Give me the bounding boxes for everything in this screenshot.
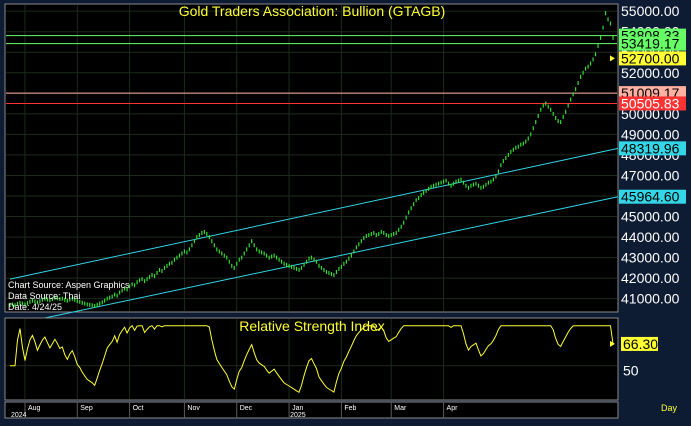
month-label: Dec <box>240 405 253 412</box>
channel-line <box>9 147 619 280</box>
month-label: Nov <box>187 405 200 412</box>
rsi-last-box <box>621 336 658 351</box>
price-series <box>9 11 614 308</box>
year-label: 2025 <box>290 412 306 419</box>
rsi-arrow-icon <box>610 340 615 347</box>
level-labels: 48319.9645964.6053808.3353419.1751009.17… <box>610 28 686 205</box>
level-label-box <box>619 36 686 51</box>
channel-label: 48319.96 <box>621 140 680 156</box>
time-axis[interactable]: Aug Sep Oct Nov Dec Jan Feb Mar Apr 2024 2025 <box>11 402 458 419</box>
y-tick-label: 42000.00 <box>621 270 680 286</box>
source-line-2: Data Source: Thai <box>8 291 80 301</box>
last-price-label: 52700.00 <box>621 50 680 66</box>
source-line-1: Chart Source: Aspen Graphics <box>8 280 130 290</box>
price-panel <box>4 3 619 313</box>
month-label: Aug <box>28 405 41 412</box>
source-line-3: Date: 4/24/25 <box>8 302 62 312</box>
rsi-tick-label: 50 <box>623 363 639 379</box>
y-tick-label: 52000.00 <box>621 65 680 81</box>
y-tick-label: 44000.00 <box>621 229 680 245</box>
y-tick-label: 55000.00 <box>621 3 680 19</box>
y-tick-label: 43000.00 <box>621 250 680 266</box>
source-notes: Chart Source: Aspen Graphics Data Source… <box>8 280 130 312</box>
y-tick-label: 47000.00 <box>621 167 680 183</box>
period-label[interactable]: Day <box>661 403 678 413</box>
channel-label: 45964.60 <box>621 189 680 205</box>
level-label: 50505.83 <box>621 95 680 111</box>
chart-title: Gold Traders Association: Bullion (GTAGB… <box>179 3 446 19</box>
level-label: 53419.17 <box>621 36 680 52</box>
channel-label-box <box>619 141 686 156</box>
month-label: Feb <box>344 405 356 412</box>
month-label: Apr <box>447 405 459 412</box>
level-label-box <box>619 96 686 111</box>
last-price-arrow-icon <box>610 55 615 62</box>
month-label: Jan <box>292 405 303 412</box>
year-label: 2024 <box>11 412 27 419</box>
month-label: Mar <box>394 405 407 412</box>
rsi-line <box>10 324 614 394</box>
y-tick-label: 41000.00 <box>621 291 680 307</box>
horizontal-levels <box>6 35 617 104</box>
rsi-last-label: 66.30 <box>623 336 658 352</box>
channel-label-box <box>619 189 686 204</box>
y-tick-label: 49000.00 <box>621 126 680 142</box>
last-price-box <box>619 51 686 66</box>
time-axis-strip <box>4 401 619 419</box>
month-label: Oct <box>133 405 144 412</box>
y-tick-label: 45000.00 <box>621 209 680 225</box>
rsi-title: Relative Strength Index <box>239 318 385 334</box>
rsi-series <box>10 324 614 394</box>
month-label: Sep <box>80 405 93 412</box>
rsi-axis[interactable]: 66.30 50 <box>610 336 658 379</box>
